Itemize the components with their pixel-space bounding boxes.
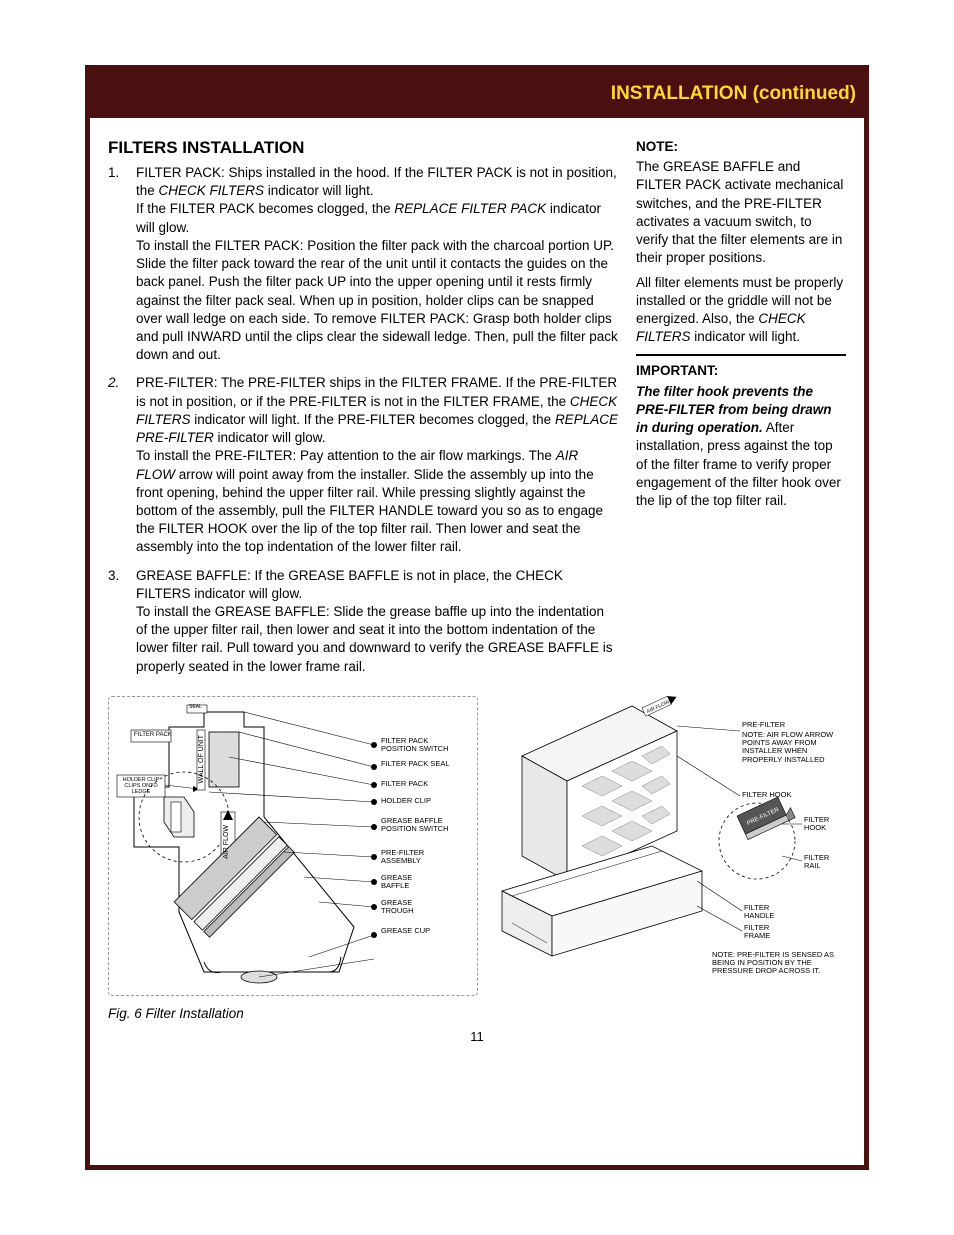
item-body: FILTER PACK: Ships installed in the hood… [136,164,618,364]
diagram-left: SEAL FILTER PACK HOLDER CLIP CLIPS ONTO … [108,696,478,996]
text: All filter elements must be properly ins… [636,275,843,326]
emphasis: REPLACE FILTER PACK [394,201,546,216]
text: PRE-FILTER: The PRE-FILTER ships in the … [136,375,617,408]
label-bottom-note: NOTE: PRE-FILTER IS SENSED AS BEING IN P… [712,951,847,976]
bullet-icon [371,799,377,805]
bullet-icon [371,764,377,770]
text: indicator will light. If the PRE-FILTER … [191,412,555,427]
diagram-right: AIR FLOW [482,696,852,996]
label-filter-pack-seal: FILTER PACK SEAL [381,760,451,768]
header-title: INSTALLATION (continued) [611,83,856,105]
label-filter-hook: FILTER HOOK [742,791,791,799]
label-grease-baffle: GREASE BAFFLE [381,874,441,891]
label-grease-baffle-position-switch: GREASE BAFFLE POSITION SWITCH [381,817,456,834]
sidebar-column: NOTE: The GREASE BAFFLE and FILTER PACK … [636,138,846,686]
label-air-flow: AIR FLOW [223,825,231,859]
item-body: PRE-FILTER: The PRE-FILTER ships in the … [136,374,618,556]
divider [636,354,846,356]
note-body: The GREASE BAFFLE and FILTER PACK activa… [636,158,846,267]
label-filter-pack: FILTER PACK [381,780,428,788]
label-seal: SEAL [189,705,202,711]
label-pre-filter: PRE-FILTER [742,721,785,729]
text: arrow will point away from the installer… [136,467,603,555]
bullet-icon [371,824,377,830]
main-column: FILTERS INSTALLATION 1. FILTER PACK: Shi… [108,138,618,686]
label-grease-trough: GREASE TROUGH [381,899,441,916]
bullet-icon [371,782,377,788]
bullet-icon [371,854,377,860]
label-filter-rail: FILTER RAIL [804,854,844,871]
page-number: 11 [90,1021,864,1048]
label-filter-pack-box: FILTER PACK [134,732,172,739]
important-title: IMPORTANT: [636,362,846,380]
label-holder-clip: HOLDER CLIP [381,797,431,805]
item-number: 2. [108,374,136,556]
note-body: All filter elements must be properly ins… [636,274,846,347]
label-wall-of-unit: WALL OF UNIT [198,735,206,783]
emphasis-bold: The filter hook prevents the PRE-FILTER … [636,384,832,435]
label-pre-filter-assembly: PRE-FILTER ASSEMBLY [381,849,451,866]
section-header: INSTALLATION (continued) [90,70,864,118]
list-item: 2. PRE-FILTER: The PRE-FILTER ships in t… [108,374,618,556]
label-air-flow-note: NOTE: AIR FLOW ARROW POINTS AWAY FROM IN… [742,731,842,764]
label-filter-pack-position-switch: FILTER PACK POSITION SWITCH [381,737,451,754]
bullet-icon [371,932,377,938]
figure-area: SEAL FILTER PACK HOLDER CLIP CLIPS ONTO … [90,696,864,1021]
section-title: FILTERS INSTALLATION [108,138,618,158]
figure-caption: Fig. 6 Filter Installation [108,1006,846,1021]
label-filter-handle: FILTER HANDLE [744,904,794,921]
item-body: GREASE BAFFLE: If the GREASE BAFFLE is n… [136,567,618,676]
item-number: 3. [108,567,136,676]
list-item: 3. GREASE BAFFLE: If the GREASE BAFFLE i… [108,567,618,676]
note-title: NOTE: [636,138,846,156]
diagram-row: SEAL FILTER PACK HOLDER CLIP CLIPS ONTO … [108,696,846,996]
bullet-icon [371,742,377,748]
page-frame: INSTALLATION (continued) FILTERS INSTALL… [85,65,869,1170]
bullet-icon [371,879,377,885]
text: GREASE BAFFLE: If the GREASE BAFFLE is n… [136,568,612,674]
item-number: 1. [108,164,136,364]
emphasis: CHECK FILTERS [159,183,265,198]
label-holder-clip-box: HOLDER CLIP CLIPS ONTO LEDGE [119,777,163,795]
content-area: FILTERS INSTALLATION 1. FILTER PACK: Shi… [90,118,864,696]
text: indicator will light. [691,329,801,344]
bullet-icon [371,904,377,910]
label-filter-hook2: FILTER HOOK [804,816,844,833]
important-body: The filter hook prevents the PRE-FILTER … [636,383,846,511]
label-filter-frame: FILTER FRAME [744,924,794,941]
text: indicator will glow. To install the FILT… [136,201,618,362]
label-grease-cup: GREASE CUP [381,927,441,935]
list-item: 1. FILTER PACK: Ships installed in the h… [108,164,618,364]
